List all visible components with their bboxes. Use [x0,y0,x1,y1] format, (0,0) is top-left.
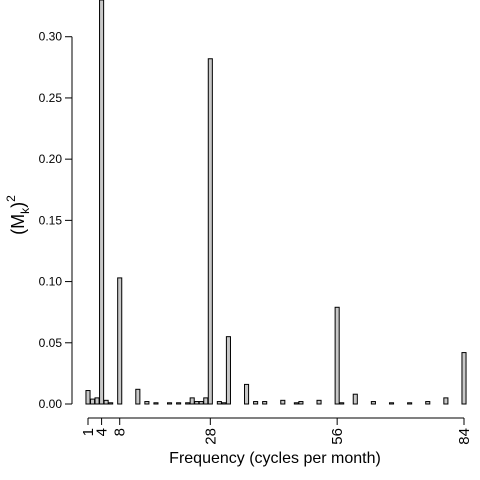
y-label-base: (M [8,214,28,235]
x-tick-label: 8 [112,428,129,436]
y-tick-label: 0.10 [39,275,63,289]
y-label-sub: k [18,207,32,214]
bar [298,401,304,405]
bar [185,402,191,405]
bar [244,383,250,405]
y-tick-label: 0.30 [39,30,63,44]
bar [203,397,209,405]
bar [103,399,109,405]
x-tick-label: 4 [94,428,111,436]
y-tick-label: 0.25 [39,91,63,105]
bar [176,402,182,405]
bar [225,336,231,405]
bar [253,401,259,405]
bar [370,401,376,405]
bar [293,402,299,405]
bar [221,402,227,405]
bar [443,397,449,405]
y-label-sup: 2 [4,195,18,202]
bar [85,390,91,405]
y-tick-label: 0.05 [39,336,63,350]
bar [207,58,213,405]
x-tick-label: 1 [80,428,97,436]
x-axis-label: Frequency (cycles per month) [169,450,381,467]
x-tick-label: 84 [456,428,473,445]
bar [167,402,173,405]
bar [334,306,340,405]
y-tick-label: 0.20 [39,152,63,166]
bar [144,401,150,405]
bar [94,397,100,405]
bar [280,399,286,405]
bar [316,399,322,405]
bar [339,402,345,405]
bar [189,397,195,405]
bar [216,401,222,405]
x-tick-label: 56 [329,428,346,445]
y-tick-label: 0.15 [39,213,63,227]
bar [198,401,204,405]
y-axis-label: (Mk)2 [4,195,32,235]
bar [153,402,159,405]
bar [117,277,123,405]
y-tick-label: 0.00 [39,397,63,411]
bar [89,398,96,405]
bar [461,352,467,405]
bar [352,393,358,405]
bar [388,402,395,405]
bar [407,402,413,405]
bar [108,402,114,405]
x-tick-label: 28 [202,428,219,445]
bar [99,0,105,405]
bar [135,388,141,405]
bar [194,401,200,405]
y-label-close: ) [8,202,28,208]
bar [262,401,268,405]
bar [425,401,431,405]
